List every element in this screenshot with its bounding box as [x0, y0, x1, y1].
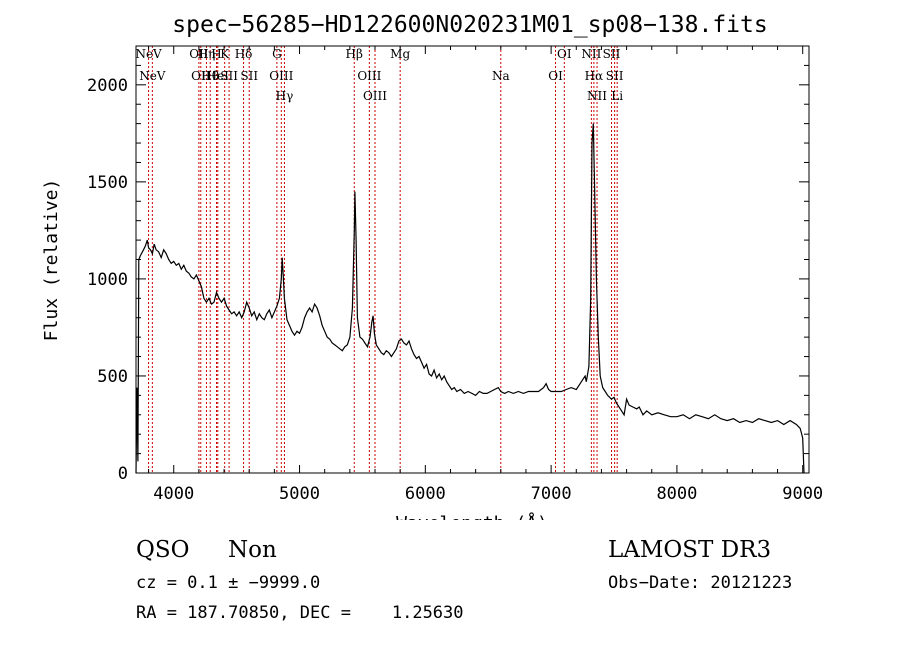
survey-name: LAMOST DR3 — [608, 537, 772, 563]
spectral-line-label: SII — [220, 69, 238, 83]
plot-frame — [135, 45, 810, 474]
spectrum-series — [135, 123, 805, 474]
spectral-line-label: Hβ — [346, 47, 363, 61]
spectral-line-label: OII — [189, 47, 209, 61]
chart-title: spec−56285−HD122600N020231M01_sp08−138.f… — [172, 12, 767, 38]
spectral-line-label: Mg — [390, 47, 410, 61]
spectral-line-label: Hγ — [276, 89, 294, 103]
spectral-line-label: NII — [581, 47, 601, 61]
spectral-line-label: OI — [548, 69, 563, 83]
spectral-line-label: Hδ — [235, 47, 253, 61]
x-tick-label: 6000 — [405, 484, 446, 504]
spectral-line-label: K — [220, 47, 230, 61]
spectral-line-label: OII — [191, 69, 211, 83]
y-tick-label: 1500 — [87, 173, 128, 193]
spectral-line-label: OIII — [363, 89, 387, 103]
spectral-line-label: NeV — [135, 47, 162, 61]
x-tick-label: 7000 — [531, 484, 572, 504]
x-tick-label: 9000 — [782, 484, 823, 504]
spectral-line-label: Hη — [198, 47, 216, 61]
observation-date: Obs−Date: 20121223 — [608, 573, 793, 593]
spectral-line-label: HeI — [207, 69, 230, 83]
x-tick-label: 8000 — [656, 484, 697, 504]
spectral-line-label: Hθ — [201, 69, 219, 83]
spectral-line-label: OIII — [357, 69, 381, 83]
spectral-line-label: G — [272, 47, 282, 61]
y-tick-label: 500 — [97, 367, 128, 387]
spectral-line-label: NII — [587, 89, 607, 103]
spectral-line-label: SII — [240, 69, 258, 83]
x-axis-label: Wavelength (Å) — [396, 512, 548, 520]
redshift-info: cz = 0.1 ± −9999.0 — [136, 573, 321, 593]
object-class: QSO — [136, 537, 190, 563]
x-tick-label: 4000 — [153, 484, 194, 504]
axes: 4000 5000 6000 7000 8000 9000 0 500 1000 1500 2000 — [87, 45, 823, 504]
spectrum-chart: spec−56285−HD122600N020231M01_sp08−138.f… — [41, 12, 823, 520]
object-subclass: Non — [228, 537, 277, 563]
spectral-line-label: SII — [603, 47, 621, 61]
spectral-line-label: Na — [492, 69, 510, 83]
spectral-line-label: OI — [557, 47, 572, 61]
y-tick-label: 0 — [118, 464, 128, 484]
spectrum-line — [135, 123, 805, 474]
spectral-line-label: H — [211, 47, 221, 61]
spectral-line-markers — [148, 46, 618, 473]
y-axis-label: Flux (relative) — [41, 179, 62, 342]
spectral-line-label: NeV — [139, 69, 166, 83]
spectral-line-label: OIII — [269, 69, 293, 83]
y-tick-label: 2000 — [87, 76, 128, 96]
spectral-line-label: Li — [611, 89, 623, 103]
spectral-line-label: SII — [606, 69, 624, 83]
y-tick-label: 1000 — [87, 270, 128, 290]
coordinates: RA = 187.70850, DEC = 1.25630 — [136, 603, 464, 623]
spectral-line-label: Hα — [585, 69, 604, 83]
spectral-line-labels: NeVNeVOIIOIIHηHθHHeIKSIIHδSIIGOIIIHγHβOI… — [135, 47, 623, 103]
x-tick-label: 5000 — [279, 484, 320, 504]
